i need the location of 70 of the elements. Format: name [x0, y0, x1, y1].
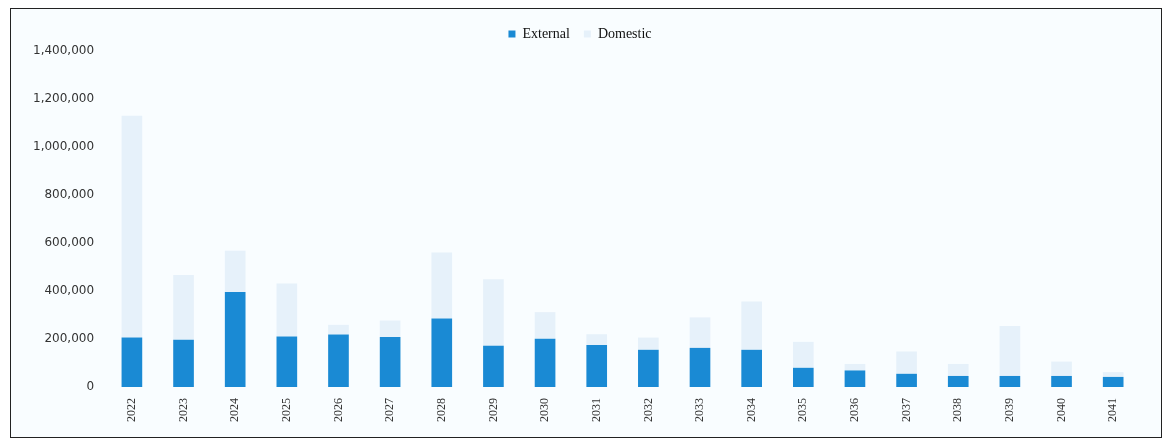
- x-tick-label: 2038: [950, 398, 965, 422]
- bar: [431, 252, 453, 319]
- bar: [947, 363, 969, 376]
- bar: [689, 347, 711, 387]
- bar: [741, 301, 762, 350]
- bar: [586, 345, 608, 387]
- legend-label: External: [522, 25, 570, 41]
- bar: [999, 326, 1021, 376]
- x-tick-label: 2026: [330, 398, 345, 422]
- bar: [1051, 375, 1072, 387]
- y-tick-label: 0: [86, 379, 95, 394]
- bar: [121, 115, 143, 338]
- y-tick-label: 1,400,000: [32, 43, 95, 58]
- bar: [896, 351, 917, 374]
- bar: [1051, 361, 1072, 376]
- bar: [844, 363, 866, 371]
- bar: [121, 337, 143, 387]
- y-tick-label: 800,000: [44, 187, 95, 202]
- bar: [328, 324, 349, 335]
- bar: [638, 337, 659, 350]
- y-tick-label: 200,000: [44, 331, 95, 346]
- x-tick-label: 2032: [640, 398, 655, 422]
- bar: [999, 375, 1021, 387]
- bar: [586, 334, 608, 345]
- bar: [534, 312, 556, 339]
- legend-label: Domestic: [597, 25, 652, 41]
- x-tick-label: 2040: [1053, 398, 1068, 422]
- bar: [1102, 372, 1124, 377]
- bar: [483, 279, 504, 346]
- bar: [431, 318, 453, 387]
- x-tick-label: 2023: [175, 398, 190, 422]
- x-tick-label: 2030: [537, 398, 552, 422]
- bar: [224, 291, 246, 387]
- x-tick-label: 2024: [227, 398, 242, 422]
- x-tick-label: 2037: [898, 398, 913, 422]
- x-tick-label: 2034: [743, 398, 758, 422]
- bar: [689, 317, 711, 348]
- bar: [534, 338, 556, 387]
- bar: [483, 345, 504, 387]
- y-tick-label: 400,000: [44, 283, 95, 298]
- bar: [741, 349, 762, 387]
- bar: [224, 250, 246, 292]
- x-tick-label: 2027: [382, 398, 397, 422]
- x-tick-label: 2036: [847, 398, 862, 422]
- x-tick-label: 2035: [795, 398, 810, 422]
- x-tick-label: 2031: [588, 398, 603, 422]
- x-tick-label: 2025: [278, 398, 293, 422]
- bar: [1102, 376, 1124, 387]
- y-tick-label: 1,000,000: [32, 139, 95, 154]
- bar: [379, 337, 401, 387]
- bar: [173, 274, 194, 340]
- bar: [844, 370, 866, 387]
- bar: [276, 283, 298, 337]
- y-tick-label: 1,200,000: [32, 91, 95, 106]
- bar: [328, 334, 349, 387]
- x-tick-label: 2022: [124, 398, 139, 422]
- x-tick-label: 2039: [1002, 398, 1017, 422]
- x-tick-label: 2028: [433, 398, 448, 422]
- bar: [173, 339, 194, 387]
- bar: [379, 320, 401, 338]
- bar: [276, 336, 298, 387]
- bar: [896, 373, 917, 387]
- y-tick-label: 600,000: [44, 235, 95, 250]
- bar: [792, 367, 814, 387]
- bar: [947, 375, 969, 387]
- x-tick-label: 2029: [485, 398, 500, 422]
- x-tick-label: 2041: [1105, 398, 1120, 422]
- bar: [638, 349, 659, 387]
- x-tick-label: 2033: [692, 398, 707, 422]
- bar: [792, 341, 814, 368]
